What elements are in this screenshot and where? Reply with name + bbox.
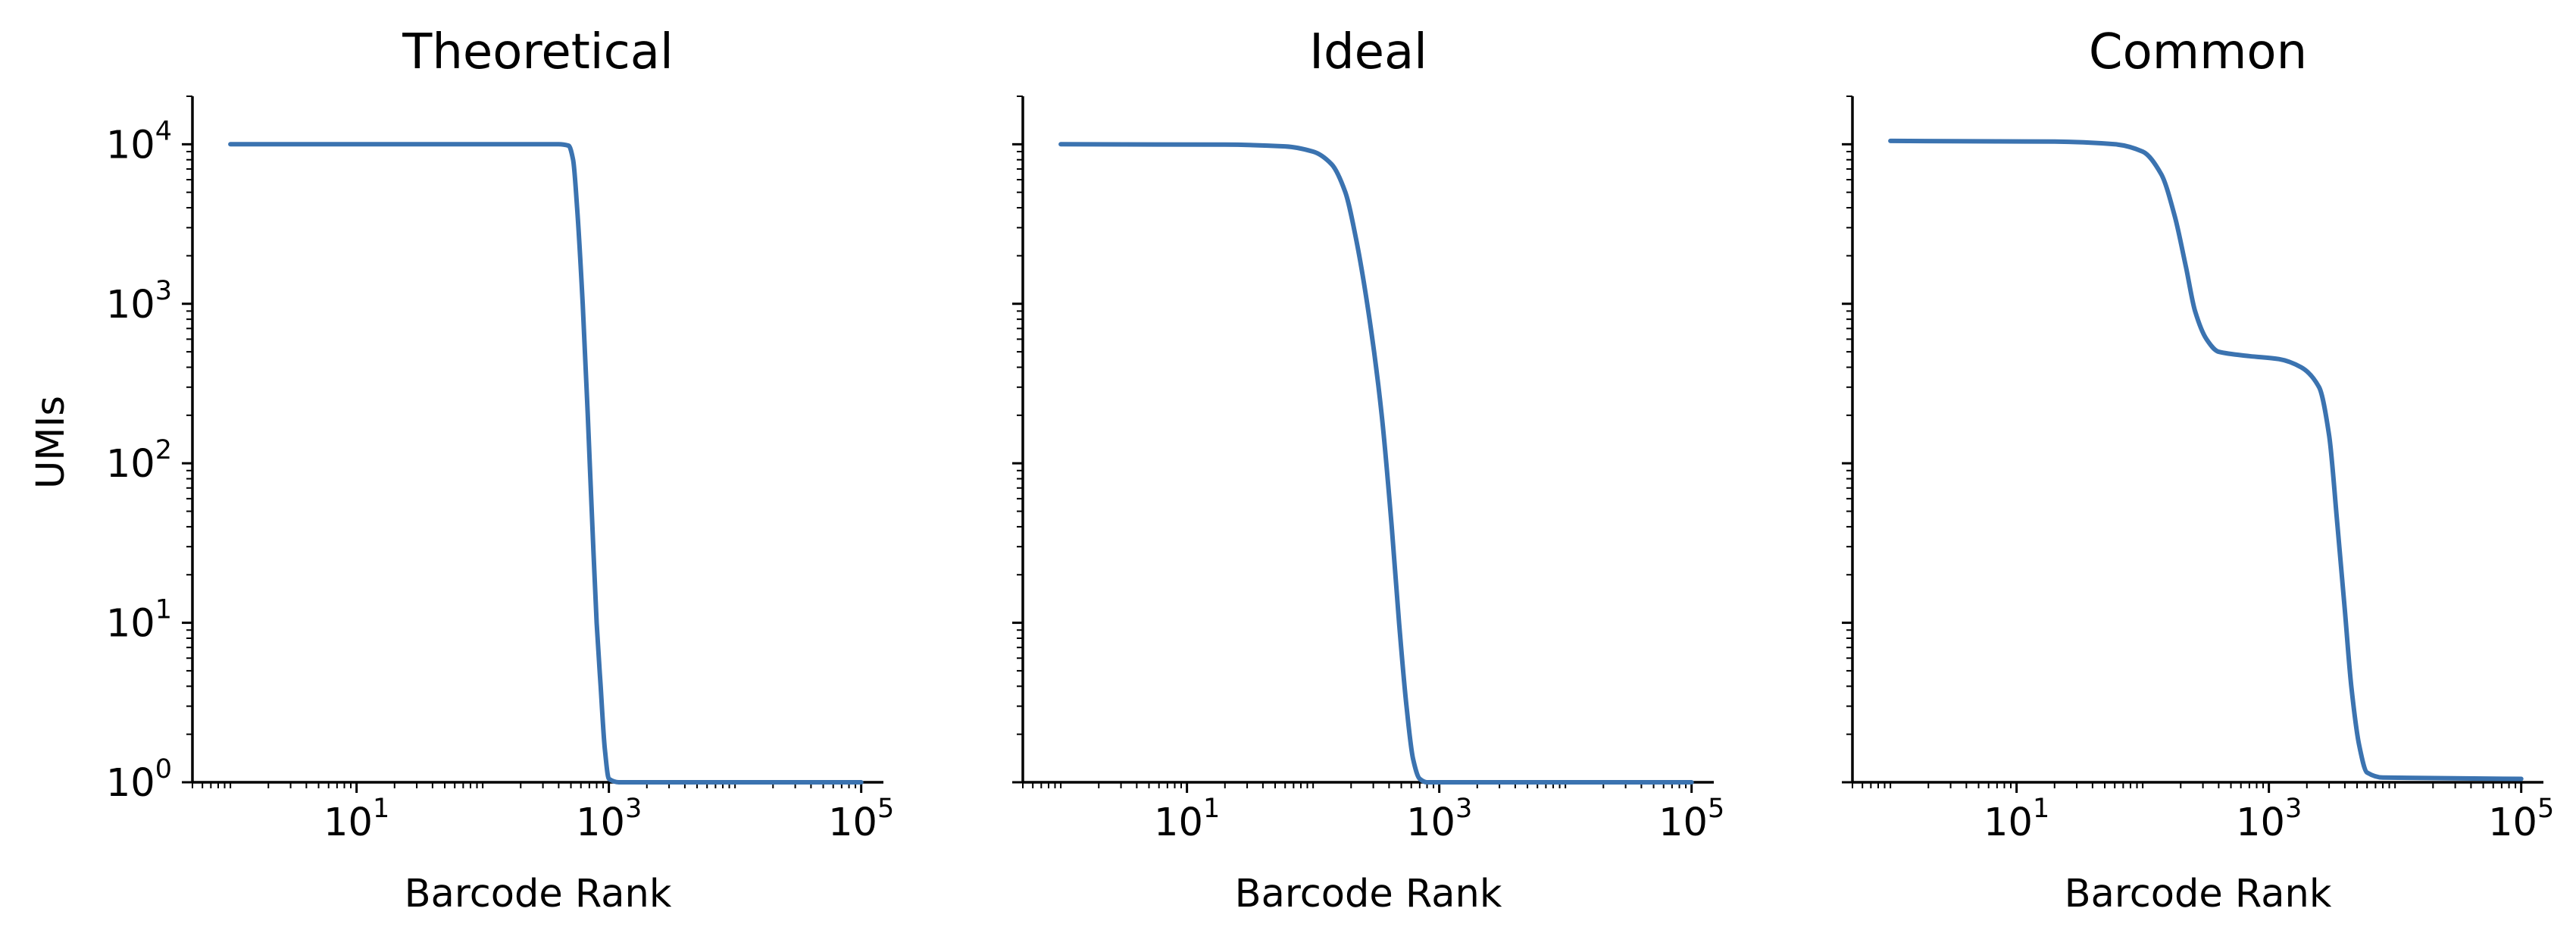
panel-1: Theoretical 100 101 102 103 104 101 103 105 Barco… [29,24,894,916]
x-tick-label: 101 [324,794,389,845]
y-axis-label: UMIs [29,396,73,489]
x-tick-label: 105 [2488,794,2554,845]
y-tick-label: 103 [106,276,172,327]
panel-title: Theoretical [402,24,674,80]
panel-title: Common [2089,24,2307,80]
x-tick-label: 105 [828,794,894,845]
y-tick-label: 104 [106,116,172,168]
x-tick-label: 103 [576,794,642,845]
series-line-1 [1058,142,1694,785]
panel-3: Common 101 103 105 Barcode Rank [1842,24,2554,916]
x-tick-label: 101 [1984,794,2049,845]
panel-2: Ideal 101 103 105 Barcode Rank [1012,24,1724,916]
y-tick-label: 100 [106,754,172,806]
y-tick-label: 101 [106,595,172,647]
y-tick-label: 102 [106,435,172,487]
series-line-1 [228,142,864,785]
x-tick-label: 103 [1406,794,1472,845]
x-axis-label: Barcode Rank [2065,872,2332,916]
x-tick-label: 105 [1658,794,1724,845]
series-line-1 [1888,138,2524,782]
x-axis-label: Barcode Rank [1235,872,1502,916]
panel-title: Ideal [1309,24,1427,80]
x-tick-label: 103 [2236,794,2302,845]
x-axis-label: Barcode Rank [405,872,672,916]
x-tick-label: 101 [1154,794,1220,845]
